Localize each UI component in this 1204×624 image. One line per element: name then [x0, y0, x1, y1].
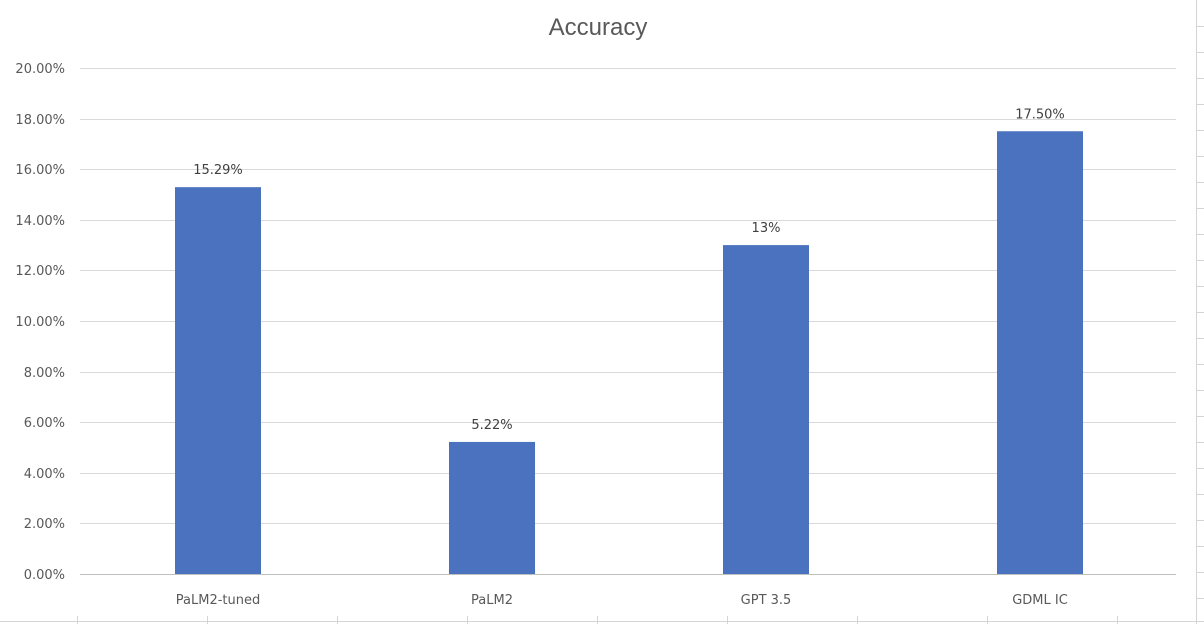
y-tick-label: 6.00%	[24, 416, 65, 431]
y-tick-label: 14.00%	[15, 214, 65, 229]
y-tick-label: 0.00%	[24, 568, 65, 583]
data-label: 15.29%	[193, 163, 243, 178]
x-tick-label: GPT 3.5	[741, 593, 792, 608]
y-tick-label: 12.00%	[15, 264, 65, 279]
x-tick-label: GDML IC	[1012, 593, 1068, 608]
bar	[449, 441, 535, 574]
bar	[723, 245, 809, 574]
gridlines	[80, 68, 1176, 575]
x-tick-label: PaLM2-tuned	[176, 593, 260, 608]
y-tick-label: 2.00%	[24, 517, 65, 532]
y-tick-label: 4.00%	[24, 467, 65, 482]
data-label: 13%	[752, 221, 781, 236]
chart-title: Accuracy	[549, 14, 648, 41]
x-axis-category-labels: PaLM2-tuned PaLM2 GPT 3.5 GDML IC	[176, 593, 1068, 608]
data-label: 5.22%	[471, 418, 512, 433]
y-tick-label: 8.00%	[24, 366, 65, 381]
y-tick-label: 20.00%	[15, 62, 65, 77]
y-tick-label: 10.00%	[15, 315, 65, 330]
bars	[175, 131, 1083, 574]
bar	[175, 187, 261, 574]
data-label: 17.50%	[1015, 107, 1065, 122]
y-tick-label: 18.00%	[15, 113, 65, 128]
y-tick-label: 16.00%	[15, 163, 65, 178]
bar	[997, 131, 1083, 574]
data-labels: 15.29% 5.22% 13% 17.50%	[193, 107, 1065, 433]
x-tick-label: PaLM2	[471, 593, 513, 608]
y-axis-tick-labels: 0.00% 2.00% 4.00% 6.00% 8.00% 10.00% 12.00% 14.…	[15, 62, 65, 583]
